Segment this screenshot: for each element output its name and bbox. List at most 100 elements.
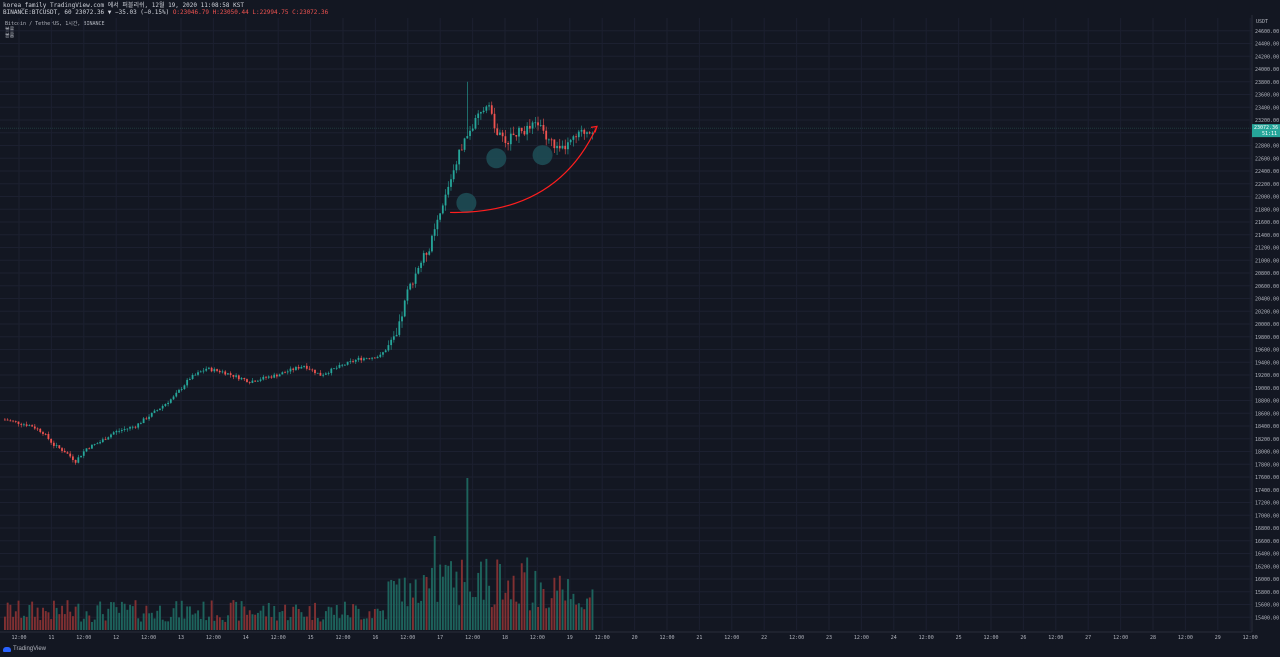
candle-body — [324, 373, 327, 375]
candle-body — [232, 374, 235, 377]
candle-body — [36, 428, 39, 430]
candle-body — [303, 365, 305, 367]
candle-body — [338, 364, 341, 368]
volume-bar — [376, 608, 379, 630]
volume-bar — [550, 598, 553, 630]
price-tick-label: 16800.00 — [1255, 526, 1279, 532]
ohlc-close-value: 23072.36 — [299, 9, 329, 16]
candle-body — [344, 364, 346, 366]
candle-body — [267, 376, 270, 378]
candle-body — [251, 380, 254, 383]
pane-title[interactable]: Bitcoin / TetherUS, 1시간, BINANCE — [5, 21, 105, 27]
annotation-circle — [486, 148, 507, 169]
candle-body — [414, 273, 417, 284]
volume-bar — [28, 604, 31, 630]
candle-body — [333, 368, 335, 370]
candle-body — [490, 105, 493, 114]
time-tick-label: 12:00 — [76, 635, 91, 641]
volume-bar — [488, 585, 491, 630]
candle-body — [588, 132, 591, 134]
volume-bar — [224, 621, 227, 630]
volume-bar — [227, 615, 229, 630]
candle-body — [66, 452, 69, 454]
time-tick-label: 12:00 — [789, 635, 804, 641]
time-tick-label: 12:00 — [1113, 635, 1128, 641]
candle-body — [474, 118, 477, 129]
candle-body — [72, 456, 74, 460]
time-tick-label: 12:00 — [465, 635, 480, 641]
candle-body — [183, 385, 186, 390]
volume-bar — [246, 614, 248, 630]
volume-bar — [515, 601, 518, 630]
volume-bar — [539, 582, 542, 630]
price-tick-label: 22000.00 — [1255, 195, 1279, 201]
candle-body — [485, 106, 488, 111]
candle-body — [69, 453, 72, 457]
volume-bar — [265, 616, 268, 630]
candle-body — [99, 442, 101, 444]
volume-bar — [6, 602, 9, 630]
volume-bar — [4, 616, 6, 630]
tradingview-watermark[interactable]: TradingView — [3, 646, 46, 652]
candle-body — [412, 283, 414, 285]
volume-bar — [161, 619, 164, 630]
candle-body — [101, 439, 104, 443]
volume-bar — [115, 607, 118, 630]
volume-bar — [289, 616, 292, 630]
volume-bar — [346, 615, 349, 630]
price-tick-label: 17000.00 — [1255, 513, 1279, 519]
volume-bar — [507, 580, 510, 630]
candle-body — [210, 367, 213, 372]
time-tick-label: 18 — [502, 635, 508, 641]
volume-bar — [395, 584, 398, 630]
candle-body — [357, 357, 360, 360]
candle-body — [300, 366, 303, 369]
price-tick-label: 24200.00 — [1255, 54, 1279, 60]
candle-body — [330, 368, 333, 374]
candle-body — [466, 136, 469, 139]
price-tick-label: 21400.00 — [1255, 233, 1279, 239]
price-tick-label: 23600.00 — [1255, 93, 1279, 99]
volume-bar — [469, 591, 472, 630]
candle-body — [28, 425, 31, 426]
candle-body — [526, 125, 529, 135]
volume-bar — [436, 601, 439, 630]
candle-body — [186, 379, 189, 386]
price-tick-label: 16200.00 — [1255, 564, 1279, 570]
volume-bar — [134, 600, 137, 630]
price-tick-label: 20800.00 — [1255, 271, 1279, 277]
volume-bar — [156, 610, 159, 630]
volume-bar — [330, 607, 333, 630]
price-tick-label: 24600.00 — [1255, 29, 1279, 35]
volume-bar — [561, 589, 564, 630]
candle-body — [50, 438, 53, 443]
volume-bar — [379, 610, 382, 630]
candle-body — [262, 376, 265, 380]
symbol-label[interactable]: BINANCE:BTCUSDT, 60 — [3, 9, 72, 16]
volume-bar — [431, 567, 433, 630]
volume-bar — [74, 606, 77, 630]
annotation-arc — [450, 126, 598, 214]
candle-body — [463, 138, 466, 150]
candle-body — [55, 445, 58, 447]
candle-body — [515, 135, 518, 137]
price-tick-label: 17200.00 — [1255, 501, 1279, 507]
volume-bar — [237, 620, 240, 630]
grid-lines — [0, 18, 1252, 630]
candle-body — [42, 432, 44, 434]
candle-body — [178, 389, 180, 393]
volume-legend-2[interactable]: 볼륨 — [5, 33, 15, 39]
time-tick-label: 21 — [696, 635, 702, 641]
volume-bar — [88, 615, 91, 630]
volume-legend-1[interactable]: 볼륨 — [5, 27, 15, 33]
volume-bar — [273, 605, 276, 630]
volume-bar — [281, 611, 284, 630]
candle-body — [436, 219, 439, 230]
time-tick-label: 12:00 — [595, 635, 610, 641]
volume-bar — [308, 606, 311, 630]
price-axis-currency: USDT — [1256, 19, 1268, 25]
volume-bar — [178, 617, 180, 630]
candle-body — [569, 139, 572, 143]
volume-bar — [17, 600, 20, 630]
